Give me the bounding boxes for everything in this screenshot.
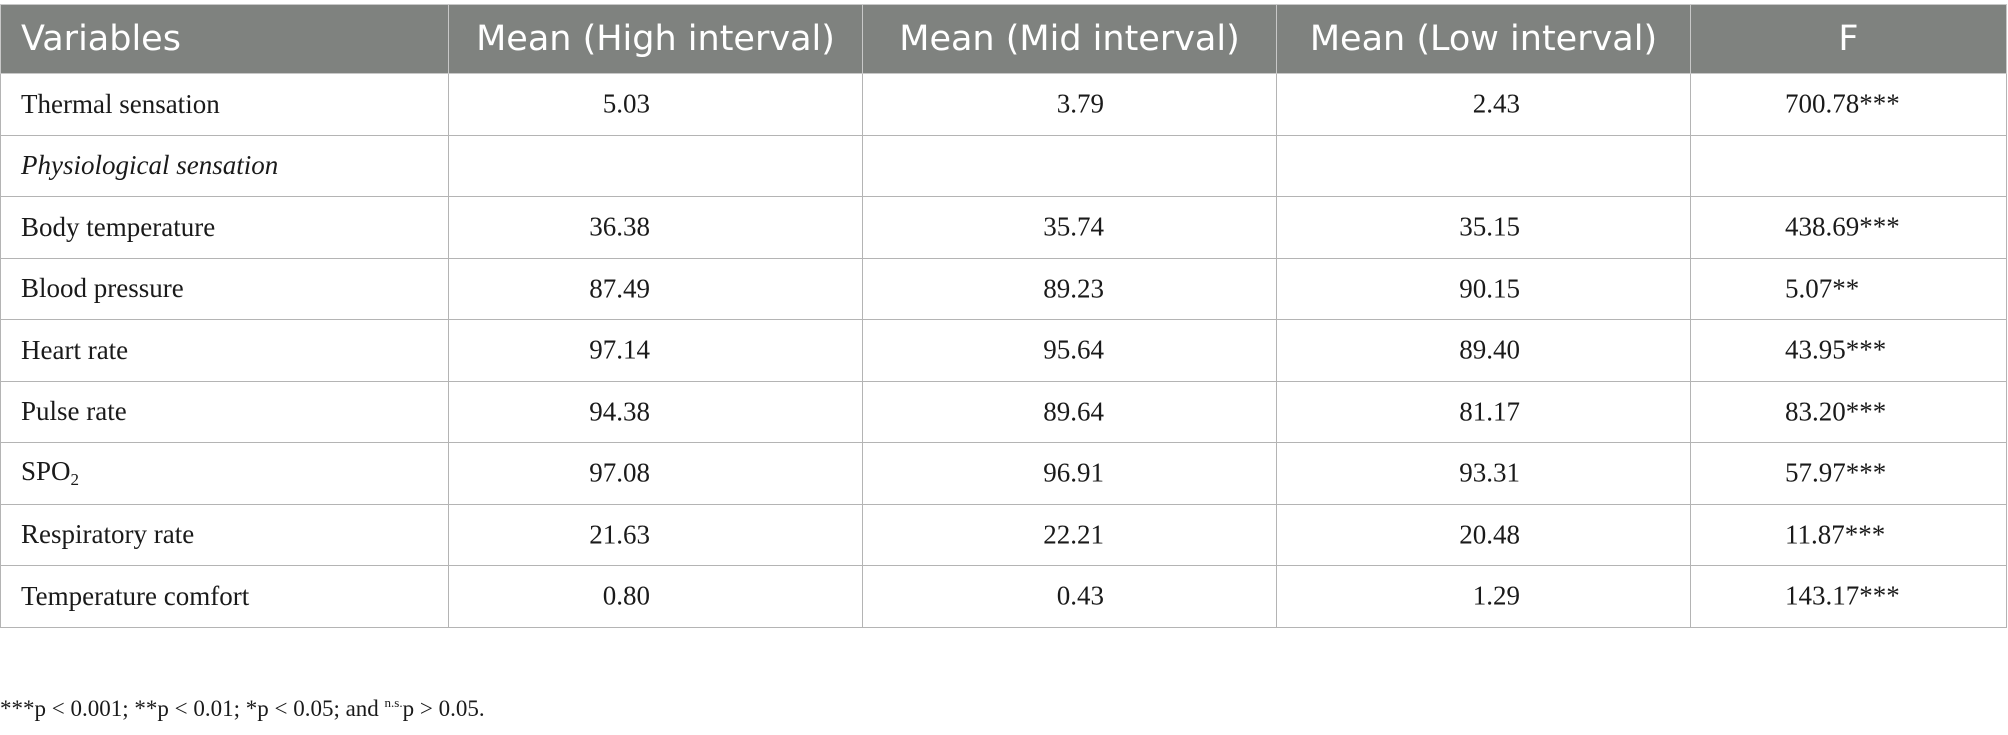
results-table: Variables Mean (High interval) Mean (Mid… <box>0 4 2007 628</box>
cell-mean-high: 21.63 <box>589 519 650 550</box>
cell-mean-mid: 89.64 <box>1043 396 1104 427</box>
cell-mean-mid: 95.64 <box>1043 334 1104 365</box>
row-label: Body temperature <box>0 196 449 259</box>
cell-mean-mid: 96.91 <box>1043 457 1104 488</box>
cell-mean-high: 87.49 <box>589 273 650 304</box>
table-row: SPO2 97.08 96.91 93.31 57.97*** <box>0 442 2007 505</box>
cell-mean-high: 94.38 <box>589 396 650 427</box>
header-f: F <box>1690 4 2007 74</box>
table-row: Thermal sensation 5.03 3.79 2.43 700.78*… <box>0 73 2007 136</box>
header-mean-low: Mean (Low interval) <box>1276 4 1691 74</box>
table-row: Physiological sensation <box>0 134 2007 197</box>
row-label: SPO2 <box>0 442 449 505</box>
cell-mean-low: 20.48 <box>1459 519 1520 550</box>
cell-mean-mid: 35.74 <box>1043 211 1104 242</box>
cell-f-value: 11.87*** <box>1785 519 1886 550</box>
cell-f-value: 438.69*** <box>1785 211 1900 242</box>
cell-mean-mid: 89.23 <box>1043 273 1104 304</box>
cell-f-value: 5.07** <box>1785 273 1860 304</box>
cell-f-value: 700.78*** <box>1785 88 1900 119</box>
cell-mean-high: 0.80 <box>602 580 650 611</box>
row-label: Blood pressure <box>0 257 449 320</box>
row-label: Respiratory rate <box>0 503 449 566</box>
row-label-subscript: 2 <box>70 470 80 490</box>
cell-mean-high: 5.03 <box>602 88 650 119</box>
table-footnote: ***p < 0.001; **p < 0.01; *p < 0.05; and… <box>0 695 485 722</box>
cell-mean-low: 81.17 <box>1459 396 1520 427</box>
cell-f-value: 143.17*** <box>1785 580 1900 611</box>
header-mean-high: Mean (High interval) <box>448 4 863 74</box>
cell-mean-low: 90.15 <box>1459 273 1520 304</box>
row-label: Thermal sensation <box>0 73 449 136</box>
cell-mean-mid: 22.21 <box>1043 519 1104 550</box>
footnote-ns-text: p > 0.05. <box>402 696 485 721</box>
cell-mean-low: 93.31 <box>1459 457 1520 488</box>
table-row: Respiratory rate 21.63 22.21 20.48 11.87… <box>0 503 2007 566</box>
header-mean-mid: Mean (Mid interval) <box>862 4 1277 74</box>
cell-mean-mid: 0.43 <box>1056 580 1104 611</box>
cell-mean-low: 2.43 <box>1472 88 1520 119</box>
cell-f-value: 57.97*** <box>1785 457 1887 488</box>
cell-mean-low: 89.40 <box>1459 334 1520 365</box>
table-row: Blood pressure 87.49 89.23 90.15 5.07** <box>0 257 2007 320</box>
table-row: Pulse rate 94.38 89.64 81.17 83.20*** <box>0 380 2007 443</box>
table-header-row: Variables Mean (High interval) Mean (Mid… <box>0 4 2007 74</box>
table-row: Heart rate 97.14 95.64 89.40 43.95*** <box>0 319 2007 382</box>
footnote-significance: ***p < 0.001; **p < 0.01; *p < 0.05; and <box>0 696 385 721</box>
row-label-main: SPO <box>21 456 71 487</box>
cell-mean-low: 35.15 <box>1459 211 1520 242</box>
cell-f-value: 43.95*** <box>1785 334 1887 365</box>
cell-mean-high: 36.38 <box>589 211 650 242</box>
cell-mean-high: 97.14 <box>589 334 650 365</box>
row-label: Heart rate <box>0 319 449 382</box>
header-variables: Variables <box>0 4 449 74</box>
row-label: Temperature comfort <box>0 565 449 628</box>
cell-mean-mid: 3.79 <box>1056 88 1104 119</box>
cell-f-value: 83.20*** <box>1785 396 1887 427</box>
cell-mean-high: 97.08 <box>589 457 650 488</box>
table-row: Temperature comfort 0.80 0.43 1.29 143.1… <box>0 565 2007 628</box>
table-row: Body temperature 36.38 35.74 35.15 438.6… <box>0 196 2007 259</box>
footnote-ns-superscript: n.s. <box>384 695 403 710</box>
row-label: Pulse rate <box>0 380 449 443</box>
cell-mean-low: 1.29 <box>1472 580 1520 611</box>
row-section-label: Physiological sensation <box>0 134 449 197</box>
